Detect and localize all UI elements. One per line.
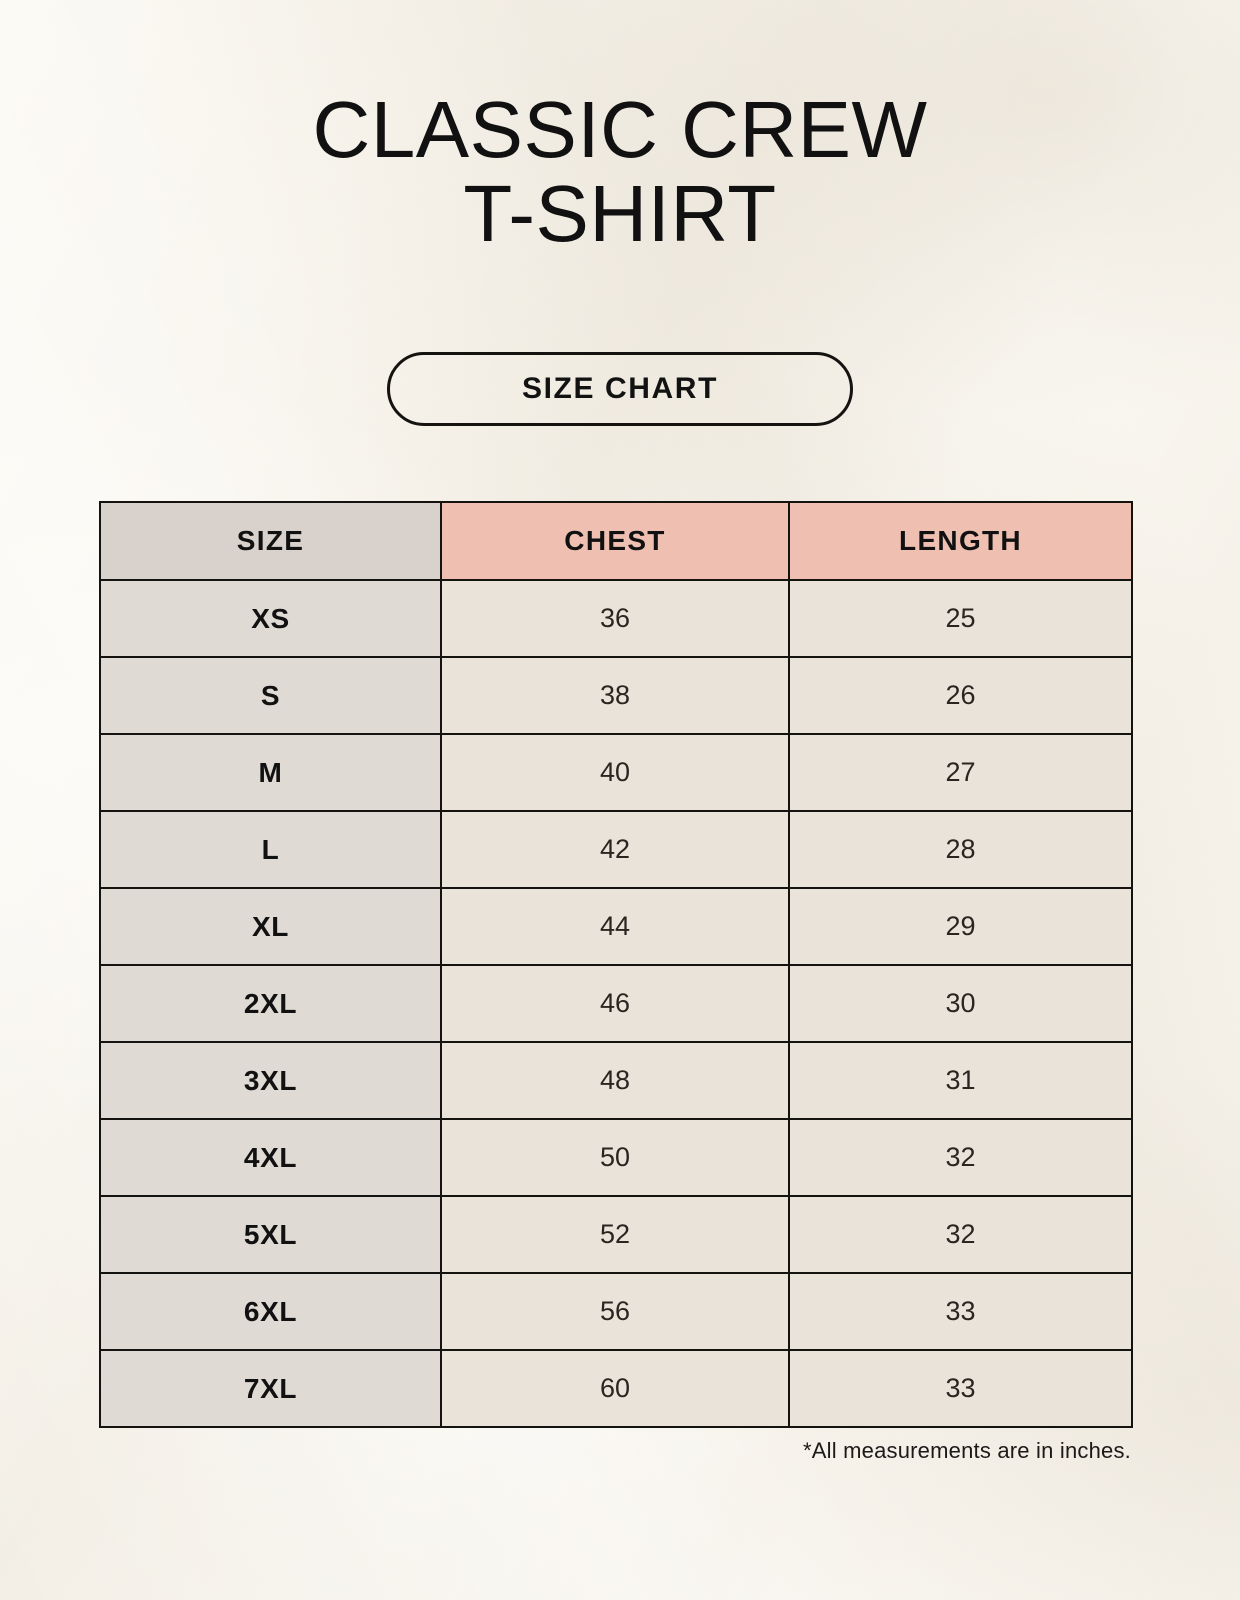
table-row: XS 36 25 — [99, 579, 1133, 658]
size-chart-badge-container: SIZE CHART — [0, 352, 1240, 426]
column-header-chest: CHEST — [440, 501, 790, 581]
cell-length: 33 — [788, 1272, 1133, 1351]
table-row: S 38 26 — [99, 656, 1133, 735]
cell-chest: 46 — [440, 964, 790, 1043]
table-row: 2XL 46 30 — [99, 964, 1133, 1043]
cell-chest: 38 — [440, 656, 790, 735]
cell-size: 5XL — [99, 1195, 442, 1274]
cell-chest: 44 — [440, 887, 790, 966]
column-header-length: LENGTH — [788, 501, 1133, 581]
size-chart-table-container: SIZE CHEST LENGTH XS 36 25 S 38 26 M 40 27 L 42 28 X… — [99, 501, 1133, 1428]
table-row: 5XL 52 32 — [99, 1195, 1133, 1274]
cell-length: 33 — [788, 1349, 1133, 1428]
table-row: 7XL 60 33 — [99, 1349, 1133, 1428]
cell-chest: 60 — [440, 1349, 790, 1428]
table-header-row: SIZE CHEST LENGTH — [99, 501, 1133, 581]
column-header-size: SIZE — [99, 501, 442, 581]
measurements-footnote: *All measurements are in inches. — [803, 1438, 1131, 1463]
cell-chest: 36 — [440, 579, 790, 658]
table-body: XS 36 25 S 38 26 M 40 27 L 42 28 XL 44 29 2XL 46 30 3XL 48 3… — [99, 579, 1133, 1428]
size-chart-badge-label: SIZE CHART — [522, 372, 718, 405]
cell-chest: 52 — [440, 1195, 790, 1274]
cell-size: XS — [99, 579, 442, 658]
cell-length: 28 — [788, 810, 1133, 889]
table-header: SIZE CHEST LENGTH — [99, 501, 1133, 581]
table-row: XL 44 29 — [99, 887, 1133, 966]
cell-length: 31 — [788, 1041, 1133, 1120]
cell-size: 3XL — [99, 1041, 442, 1120]
cell-length: 25 — [788, 579, 1133, 658]
cell-length: 27 — [788, 733, 1133, 812]
cell-length: 30 — [788, 964, 1133, 1043]
cell-size: 2XL — [99, 964, 442, 1043]
cell-size: 4XL — [99, 1118, 442, 1197]
cell-length: 26 — [788, 656, 1133, 735]
title-line-1: CLASSIC CREW — [312, 85, 928, 174]
table-row: 4XL 50 32 — [99, 1118, 1133, 1197]
cell-size: XL — [99, 887, 442, 966]
cell-chest: 40 — [440, 733, 790, 812]
cell-chest: 48 — [440, 1041, 790, 1120]
cell-length: 32 — [788, 1195, 1133, 1274]
cell-size: L — [99, 810, 442, 889]
cell-size: 7XL — [99, 1349, 442, 1428]
page-title: CLASSIC CREW T-SHIRT — [0, 88, 1240, 256]
cell-chest: 56 — [440, 1272, 790, 1351]
cell-length: 32 — [788, 1118, 1133, 1197]
cell-size: 6XL — [99, 1272, 442, 1351]
size-chart-table: SIZE CHEST LENGTH XS 36 25 S 38 26 M 40 27 L 42 28 X… — [99, 501, 1133, 1428]
cell-size: M — [99, 733, 442, 812]
table-row: 3XL 48 31 — [99, 1041, 1133, 1120]
cell-chest: 50 — [440, 1118, 790, 1197]
table-row: 6XL 56 33 — [99, 1272, 1133, 1351]
table-row: M 40 27 — [99, 733, 1133, 812]
table-row: L 42 28 — [99, 810, 1133, 889]
title-line-2: T-SHIRT — [463, 169, 777, 258]
size-chart-badge: SIZE CHART — [387, 352, 853, 426]
cell-size: S — [99, 656, 442, 735]
cell-chest: 42 — [440, 810, 790, 889]
cell-length: 29 — [788, 887, 1133, 966]
